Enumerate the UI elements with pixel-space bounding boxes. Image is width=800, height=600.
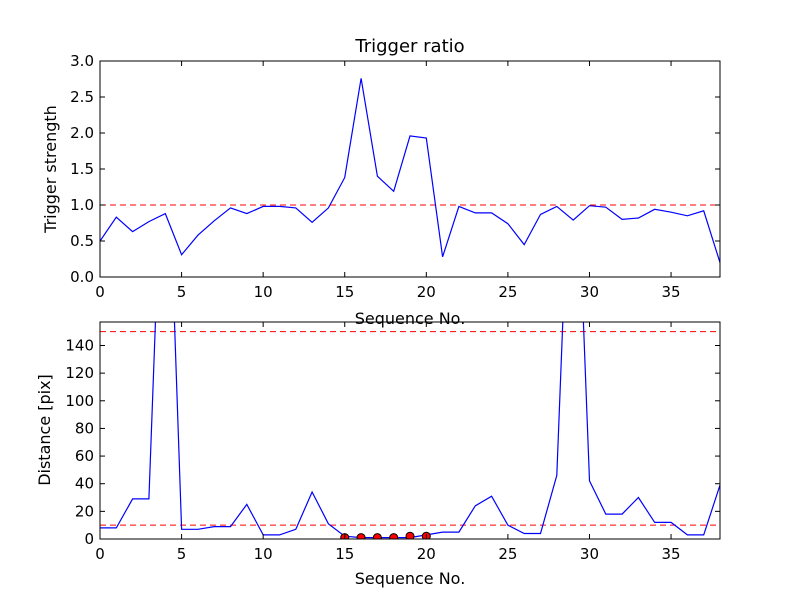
y-tick-label: 2.0	[70, 124, 94, 142]
x-tick-label: 25	[498, 545, 517, 563]
x-tick-label: 0	[95, 545, 105, 563]
chart-title: Trigger ratio	[354, 36, 464, 57]
x-tick-label: 5	[177, 283, 187, 301]
axes-frame	[99, 321, 721, 540]
y-tick-label: 140	[65, 336, 94, 354]
x-tick-label: 20	[417, 545, 436, 563]
data-point	[405, 531, 415, 539]
x-axis-label: Sequence No.	[355, 309, 466, 328]
data-point	[389, 533, 399, 539]
y-tick-label: 100	[65, 392, 94, 410]
y-tick-label: 20	[75, 502, 94, 520]
y-tick-label: 3.0	[70, 52, 94, 70]
x-tick-label: 10	[254, 283, 273, 301]
y-tick-label: 1.0	[70, 196, 94, 214]
x-tick-label: 0	[95, 283, 105, 301]
x-tick-label: 20	[417, 283, 436, 301]
y-tick-label: 120	[65, 364, 94, 382]
y-tick-label: 0.0	[70, 268, 94, 286]
trigger-ratio-chart: Trigger ratio Sequence No. Trigger stren…	[41, 36, 721, 328]
y-tick-label: 0.5	[70, 232, 94, 250]
data-point	[356, 533, 366, 539]
y-tick-label: 1.5	[70, 160, 94, 178]
series-line	[100, 78, 720, 263]
x-tick-label: 5	[177, 545, 187, 563]
x-tick-label: 15	[335, 545, 354, 563]
y-tick-label: 0	[84, 530, 94, 548]
x-tick-label: 30	[580, 283, 599, 301]
x-tick-label: 35	[662, 283, 681, 301]
y-axis-label: Distance [pix]	[35, 374, 54, 486]
plot-area	[100, 322, 720, 539]
y-tick-label: 40	[75, 475, 94, 493]
distance-chart: Sequence No. Distance [pix] 0 5 10 15 20 25 30…	[35, 321, 721, 588]
x-tick-label: 30	[580, 545, 599, 563]
y-tick-label: 80	[75, 419, 94, 437]
x-axis-label: Sequence No.	[355, 569, 466, 588]
y-tick-label: 60	[75, 447, 94, 465]
y-axis-label: Trigger strength	[41, 105, 60, 234]
plot-area	[100, 78, 720, 263]
data-point	[372, 533, 382, 539]
x-tick-label: 35	[662, 545, 681, 563]
x-tick-label: 10	[254, 545, 273, 563]
x-tick-label: 15	[335, 283, 354, 301]
y-tick-label: 2.5	[70, 88, 94, 106]
x-tick-label: 25	[498, 283, 517, 301]
